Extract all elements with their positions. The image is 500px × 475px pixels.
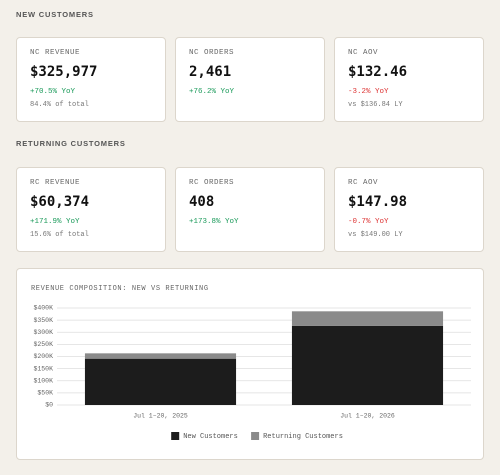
metric-change: +171.9% YoY (30, 218, 80, 226)
y-tick-label: $150K (33, 365, 53, 372)
metric-value: 2,461 (189, 64, 232, 80)
y-tick-label: $0 (45, 402, 53, 409)
bar-segment (84, 358, 237, 405)
legend-swatch (251, 432, 260, 440)
legend-label: New Customers (183, 433, 238, 441)
metric-label: RC ORDERS (189, 179, 235, 187)
metric-note: vs $149.00 LY (348, 231, 403, 239)
metric-label: NC AOV (348, 49, 379, 57)
metric-value: $325,977 (30, 64, 98, 80)
metric-value: $132.46 (348, 64, 408, 80)
metric-label: RC AOV (348, 179, 379, 187)
metric-label: NC ORDERS (189, 49, 235, 57)
card-row: RC REVENUE $60,374 +171.9% YoY 15.6% of tot… (16, 167, 484, 252)
y-tick-label: $400K (33, 305, 53, 312)
metric-note: 84.4% of total (30, 101, 89, 109)
metric-card: NC AOV $132.46 -3.2% YoY vs $136.84 LY (334, 37, 484, 122)
bar-segment (291, 311, 444, 326)
y-tick-label: $350K (33, 317, 53, 324)
card-row: NC REVENUE $325,977 +70.5% YoY 84.4% of tot… (16, 37, 484, 122)
x-tick-label: Jul 1–20, 2025 (133, 413, 188, 420)
section-title: RETURNING CUSTOMERS (16, 139, 126, 148)
y-tick-label: $200K (33, 353, 53, 360)
metric-label: NC REVENUE (30, 49, 81, 57)
metric-change: +173.8% YoY (189, 218, 239, 226)
chart-title: REVENUE COMPOSITION: NEW VS RETURNING (31, 285, 209, 293)
metric-change: +70.5% YoY (30, 88, 76, 96)
bar-segment (291, 325, 444, 405)
metric-change: -0.7% YoY (348, 218, 389, 226)
y-tick-label: $300K (33, 329, 53, 336)
metric-value: $60,374 (30, 194, 90, 210)
metric-note: vs $136.84 LY (348, 101, 403, 109)
metric-card: NC ORDERS 2,461 +76.2% YoY (175, 37, 325, 122)
bar-segment (84, 353, 237, 359)
metric-change: +76.2% YoY (189, 88, 235, 96)
chart: REVENUE COMPOSITION: NEW VS RETURNING $0… (31, 285, 471, 441)
metric-card: RC REVENUE $60,374 +171.9% YoY 15.6% of tot… (16, 167, 166, 252)
metric-label: RC REVENUE (30, 179, 81, 187)
section-title: NEW CUSTOMERS (16, 10, 94, 19)
metric-change: -3.2% YoY (348, 88, 389, 96)
legend-label: Returning Customers (263, 433, 343, 441)
metric-value: $147.98 (348, 194, 408, 210)
metric-card: RC AOV $147.98 -0.7% YoY vs $149.00 LY (334, 167, 484, 252)
metric-value: 408 (189, 194, 215, 210)
x-tick-label: Jul 1–20, 2026 (340, 413, 395, 420)
chart-panel: REVENUE COMPOSITION: NEW VS RETURNING $0… (16, 268, 484, 460)
y-tick-label: $100K (33, 377, 53, 384)
y-tick-label: $250K (33, 341, 53, 348)
legend-swatch (171, 432, 180, 440)
y-tick-label: $50K (37, 390, 53, 397)
metric-card: NC REVENUE $325,977 +70.5% YoY 84.4% of tot… (16, 37, 166, 122)
metric-card: RC ORDERS 408 +173.8% YoY (175, 167, 325, 252)
metric-note: 15.6% of total (30, 231, 89, 239)
